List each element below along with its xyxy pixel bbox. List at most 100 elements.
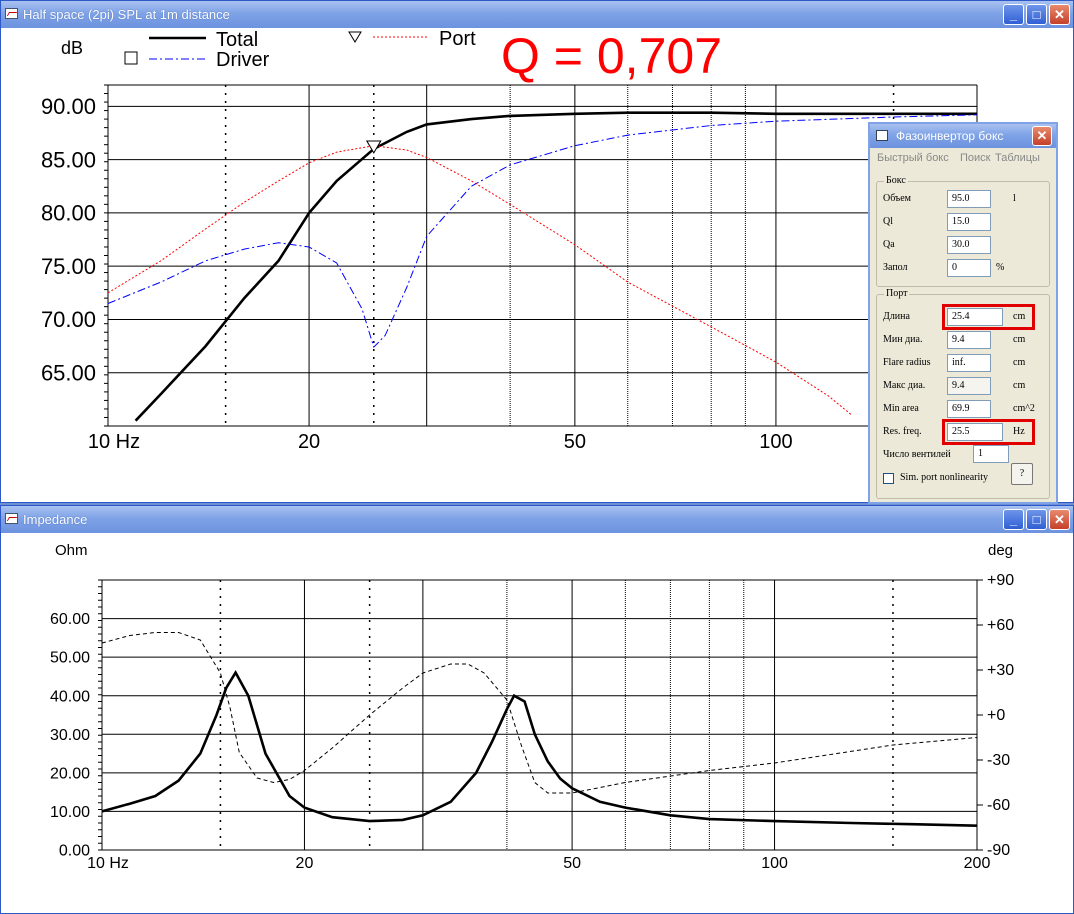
box-group: Бокс [876,175,1050,287]
impedance-window: Impedance _ □ ✕ 60.00 50.00 40.00 30.00 20.0… [0,505,1074,914]
max-diameter-label: Макс диа. [883,380,926,391]
min-area-label: Min area [883,403,919,414]
window-icon [876,130,888,141]
x-tick-label: 50 [564,431,586,453]
max-diameter-field: 9.4 [947,377,991,395]
vented-box-dialog: Фазоинвертор бокс ✕ Быстрый бокс Поиск Т… [868,122,1058,504]
y2-tick-label: -30 [987,752,1010,769]
dialog-close-button[interactable]: ✕ [1032,126,1052,146]
x-tick-label: 50 [563,855,581,872]
close-button[interactable]: ✕ [1049,509,1070,530]
length-field[interactable]: 25.4 [947,308,1003,326]
menu-quick-box[interactable]: Быстрый бокс [877,152,949,164]
res-freq-unit: Hz [1013,426,1025,437]
volume-unit: l [1013,193,1016,204]
vents-count-field[interactable]: 1 [973,445,1009,463]
y-tick-label: 50.00 [50,650,90,667]
dialog-titlebar[interactable]: Фазоинвертор бокс ✕ [870,124,1056,148]
box-group-label: Бокс [884,175,908,186]
legend-port-label: Port [439,28,476,50]
menu-search[interactable]: Поиск [960,152,991,164]
length-unit: cm [1013,311,1026,322]
close-button[interactable]: ✕ [1049,4,1070,25]
ql-label: Ql [883,216,893,227]
flare-radius-field[interactable]: inf. [947,354,991,372]
series-driver-line [107,114,978,349]
x-tick-label: 100 [761,855,788,872]
series-magnitude-line [101,670,978,827]
maximize-button[interactable]: □ [1026,509,1047,530]
length-label: Длина [883,311,910,322]
impedance-window-title: Impedance [23,512,88,527]
y-tick-label: 75.00 [41,254,96,279]
y2-tick-label: +60 [987,617,1014,634]
spl-window-title: Half space (2pi) SPL at 1m distance [23,7,230,22]
y-tick-label: 65.00 [41,360,96,385]
y-tick-label: 70.00 [41,307,96,332]
min-area-unit: cm^2 [1013,403,1035,414]
y-tick-label: 60.00 [50,611,90,628]
y-tick-label: 80.00 [41,201,96,226]
x-tick-label: 10 Hz [87,855,129,872]
q-annotation: Q = 0,707 [501,28,722,84]
impedance-titlebar[interactable]: Impedance _ □ ✕ [1,506,1073,533]
port-group-label: Порт [884,288,910,299]
minimize-button[interactable]: _ [1003,509,1024,530]
help-button[interactable]: ? [1011,463,1033,485]
sim-nonlinearity-checkbox[interactable] [883,473,894,484]
y-tick-label: 90.00 [41,94,96,119]
spl-chart: 90.00 85.00 80.00 75.00 70.00 65.00 10 Hz 20 50 1… [41,28,978,453]
impedance-y2-axis-label: deg [988,542,1013,559]
series-port-line [107,145,853,416]
qa-label: Qa [883,239,895,250]
fill-unit: % [996,262,1005,273]
min-diameter-field[interactable]: 9.4 [947,331,991,349]
resonance-triangle-marker [365,140,382,154]
series-total-line [134,111,977,422]
y-tick-label: 85.00 [41,147,96,172]
fill-label: Запол [883,262,908,273]
minimize-button[interactable]: _ [1003,4,1024,25]
vents-count-label: Число вентилей [883,449,951,460]
x-tick-label: 10 Hz [88,431,140,453]
legend-driver-label: Driver [216,49,270,71]
fill-field[interactable]: 0 [947,259,991,277]
x-tick-label: 100 [759,431,792,453]
x-tick-label: 200 [964,855,991,872]
legend-square-marker [124,51,138,65]
flare-radius-unit: cm [1013,357,1026,368]
chart-app-icon [5,8,18,19]
port-group: Порт [876,288,1050,499]
y2-tick-label: -60 [987,797,1010,814]
series-phase-line [101,632,978,794]
res-freq-field[interactable]: 25.5 [947,423,1003,441]
y-tick-label: 10.00 [50,804,90,821]
impedance-y-axis-label: Ohm [55,542,88,559]
volume-label: Объем [883,193,911,204]
length-highlight [942,304,1035,330]
x-tick-label: 20 [296,855,314,872]
y2-tick-label: -90 [987,842,1010,859]
y2-tick-label: +30 [987,662,1014,679]
y2-tick-label: +0 [987,707,1005,724]
menu-tables[interactable]: Таблицы [995,152,1040,164]
spl-y-axis-label: dB [61,38,83,58]
volume-field[interactable]: 95.0 [947,190,991,208]
dialog-title: Фазоинвертор бокс [896,129,1004,143]
y-tick-label: 20.00 [50,765,90,782]
res-freq-label: Res. freq. [883,426,922,437]
max-diameter-unit: cm [1013,380,1026,391]
spl-titlebar[interactable]: Half space (2pi) SPL at 1m distance _ □ … [1,1,1073,28]
maximize-button[interactable]: □ [1026,4,1047,25]
y-tick-label: 40.00 [50,688,90,705]
y-tick-label: 30.00 [50,727,90,744]
x-tick-label: 20 [298,431,320,453]
y-tick-label: 0.00 [59,843,90,860]
min-diameter-unit: cm [1013,334,1026,345]
min-area-field[interactable]: 69.9 [947,400,991,418]
y2-tick-label: +90 [987,572,1014,589]
legend-triangle-marker [348,31,362,43]
ql-field[interactable]: 15.0 [947,213,991,231]
qa-field[interactable]: 30.0 [947,236,991,254]
